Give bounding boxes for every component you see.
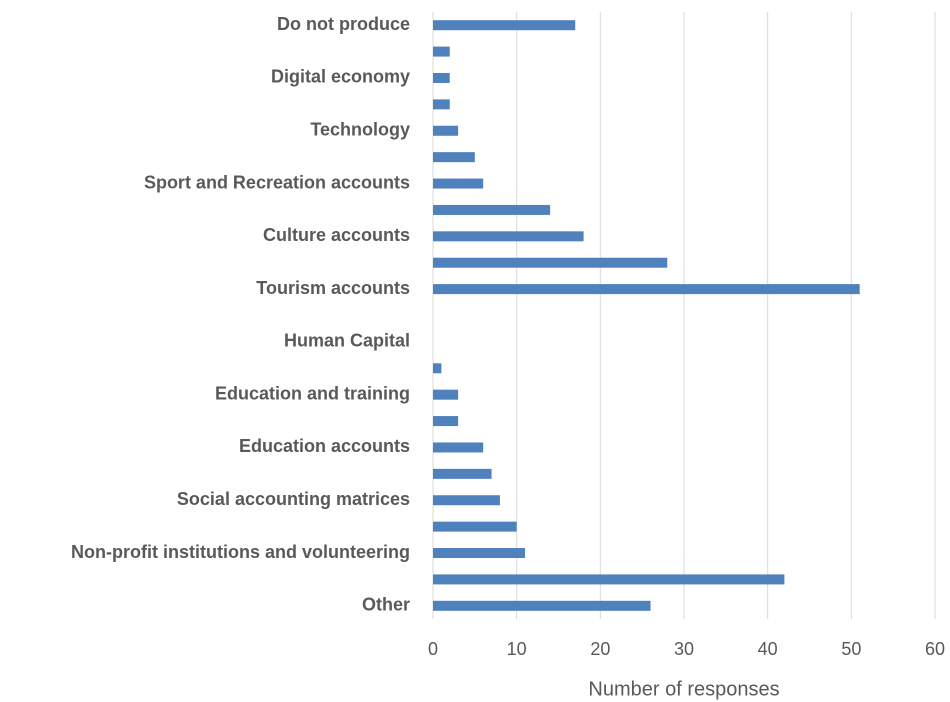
bar	[433, 363, 442, 374]
bar	[433, 178, 484, 189]
y-tick-label: Tourism accounts	[256, 278, 410, 298]
x-tick-label: 50	[841, 639, 861, 659]
y-tick-label: Education and training	[215, 383, 410, 403]
x-tick-label: 40	[758, 639, 778, 659]
x-axis-title: Number of responses	[588, 678, 779, 700]
x-tick-label: 0	[428, 639, 438, 659]
bar	[433, 152, 475, 163]
bar	[433, 389, 459, 400]
y-tick-label: Digital economy	[271, 67, 410, 87]
bar	[433, 548, 526, 559]
bar	[433, 416, 459, 427]
x-tick-label: 60	[925, 639, 945, 659]
y-tick-label: Do not produce	[277, 14, 410, 34]
bar	[433, 204, 551, 215]
x-tick-label: 20	[590, 639, 610, 659]
bar	[433, 521, 517, 532]
bar	[433, 231, 584, 242]
x-tick-label: 30	[674, 639, 694, 659]
bar	[433, 72, 450, 83]
bar	[433, 46, 450, 57]
bar	[433, 284, 860, 295]
bar	[433, 600, 651, 611]
y-tick-label: Non-profit institutions and volunteering	[71, 542, 410, 562]
bar	[433, 442, 484, 453]
bar	[433, 20, 576, 31]
y-tick-label: Social accounting matrices	[177, 489, 410, 509]
y-tick-label: Technology	[310, 120, 410, 140]
bar	[433, 468, 492, 479]
y-tick-label: Other	[362, 595, 410, 615]
y-tick-label: Human Capital	[284, 331, 410, 351]
bar	[433, 125, 459, 136]
y-tick-label: Culture accounts	[263, 225, 410, 245]
bar	[433, 495, 500, 506]
y-tick-label: Sport and Recreation accounts	[144, 172, 410, 192]
x-tick-label: 10	[507, 639, 527, 659]
y-tick-label: Education accounts	[239, 436, 410, 456]
bar	[433, 574, 785, 585]
bar	[433, 99, 450, 110]
bar	[433, 257, 668, 268]
